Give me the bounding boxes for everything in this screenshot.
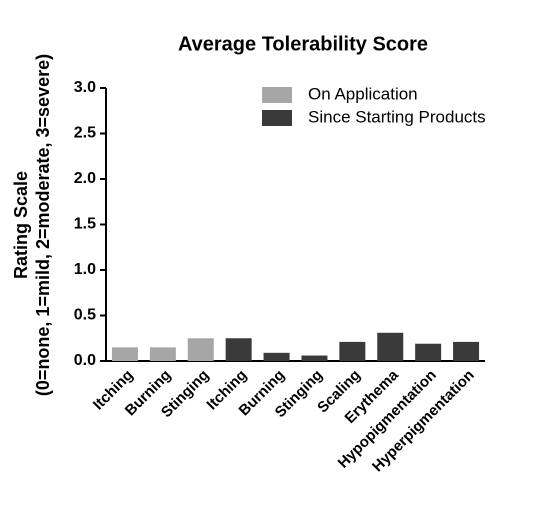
legend-swatch (262, 110, 292, 126)
legend-label: On Application (308, 84, 418, 103)
bar (453, 341, 480, 361)
bar (301, 355, 328, 361)
y-axis-label: (0=none, 1=mild, 2=moderate, 3=severe) (33, 54, 53, 396)
bar (263, 352, 290, 361)
bar (225, 338, 252, 361)
chart-title: Average Tolerability Score (178, 33, 428, 55)
y-tick-label: 0.5 (74, 307, 96, 324)
bar (187, 338, 214, 361)
bar (149, 347, 176, 361)
y-tick-label: 1.5 (74, 216, 96, 233)
y-tick-label: 2.5 (74, 125, 96, 142)
bar (415, 343, 442, 361)
y-tick-label: 0.0 (74, 352, 96, 369)
bar (339, 341, 366, 361)
y-tick-label: 2.0 (74, 170, 96, 187)
bar (111, 347, 138, 361)
y-axis-label: Rating Scale (11, 171, 31, 279)
legend-swatch (262, 87, 292, 103)
y-tick-label: 1.0 (74, 261, 96, 278)
y-tick-label: 3.0 (74, 79, 96, 96)
legend-label: Since Starting Products (308, 107, 486, 126)
bar (377, 332, 404, 361)
